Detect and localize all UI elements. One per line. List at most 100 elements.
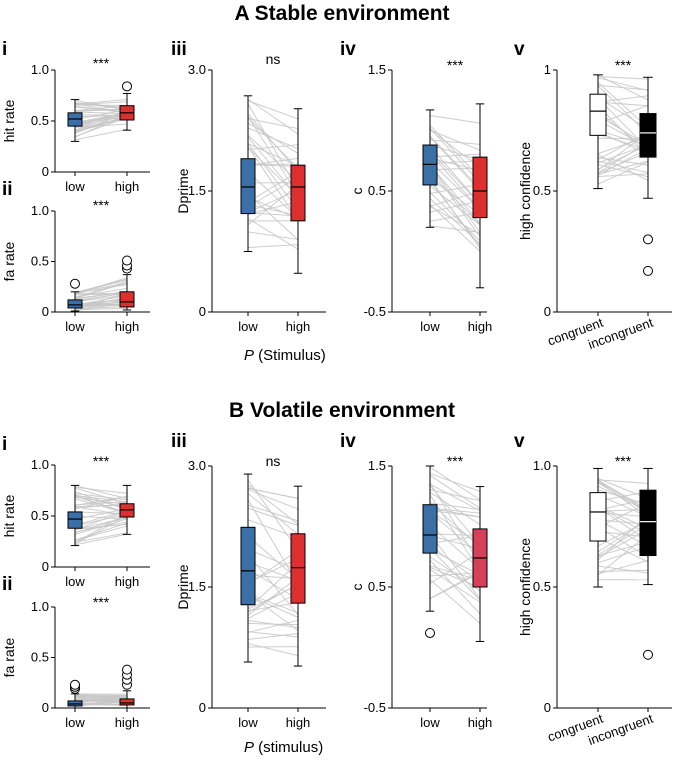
y-tick-label: 3.0 <box>188 62 206 77</box>
panels: i 0 0.5 1.0 hit rate low high *** ii 0 0.5 1.0 fa ra… <box>1 39 672 748</box>
subject-line <box>247 643 299 657</box>
y-tick-label: 1.0 <box>31 457 49 472</box>
subject-line <box>247 143 299 211</box>
subject-line <box>74 516 128 534</box>
subject-line <box>597 569 649 572</box>
box-congruent <box>589 467 607 588</box>
subject-line <box>429 570 481 599</box>
y-axis-label: high confidence <box>517 538 533 636</box>
subject-line <box>74 532 128 543</box>
panel-a-iv: iv -0.5 0.5 1.5 c low high *** <box>340 39 492 334</box>
outlier-point <box>643 649 653 660</box>
subject-line <box>429 190 481 207</box>
y-tick-label: 0.5 <box>31 254 49 269</box>
subject-line <box>74 99 128 111</box>
box-low <box>422 109 438 228</box>
box-low <box>240 473 256 663</box>
x-tick-label: high <box>286 319 311 334</box>
y-tick-label: 0.5 <box>31 113 49 128</box>
y-tick-label: 0.5 <box>533 183 551 198</box>
subject-line <box>597 161 649 185</box>
subject-line <box>429 177 481 215</box>
subject-line <box>74 533 128 546</box>
footer-italic: P <box>244 347 254 364</box>
subject-line <box>429 559 481 615</box>
subject-line <box>247 535 299 580</box>
subject-line <box>429 166 481 238</box>
subject-line <box>74 117 128 137</box>
subject-line <box>247 134 299 183</box>
footer-rest: (stimulus) <box>254 739 323 756</box>
box-incongruent <box>639 76 657 276</box>
y-tick-label: 1.5 <box>368 458 386 473</box>
subject-line <box>429 200 481 213</box>
subject-line <box>429 167 481 171</box>
subject-line <box>74 117 128 132</box>
subject-line <box>247 164 299 167</box>
subject-line <box>429 197 481 245</box>
subject-line <box>597 77 649 92</box>
box-iqr <box>119 698 135 706</box>
box-iqr <box>240 158 256 215</box>
y-tick-label: 0 <box>544 304 551 319</box>
subject-line <box>429 494 481 572</box>
panel-label: ii <box>2 179 13 200</box>
subject-line <box>429 473 481 492</box>
footer-rest: (Stimulus) <box>254 347 326 364</box>
subject-line <box>247 212 299 217</box>
x-tick-label: high <box>115 574 140 589</box>
subject-lines <box>74 485 128 546</box>
y-tick-label: 0 <box>42 164 49 179</box>
subject-lines <box>429 115 481 252</box>
panel-label: v <box>514 39 525 60</box>
box-iqr <box>290 533 306 604</box>
subject-line <box>74 495 128 514</box>
subject-line <box>74 105 128 113</box>
y-tick-label: 3.0 <box>188 458 206 473</box>
subject-line <box>74 510 128 531</box>
panel-b-iv: iv -0.5 0.5 1.5 c low high *** <box>340 431 492 730</box>
subject-line <box>74 486 128 494</box>
subject-line <box>429 482 481 566</box>
subject-line <box>247 144 299 151</box>
subject-line <box>247 171 299 203</box>
subject-line <box>247 493 299 535</box>
subject-line <box>247 189 299 213</box>
box-high <box>290 485 306 667</box>
significance-label: *** <box>615 453 632 469</box>
subject-line <box>429 507 481 514</box>
subject-line <box>74 518 128 535</box>
subject-line <box>74 283 128 295</box>
box-high <box>119 664 135 709</box>
subject-line <box>429 127 481 184</box>
subject-lines <box>247 479 299 657</box>
box-iqr <box>240 526 256 606</box>
section-b-xlabel: P (stimulus) <box>244 739 323 756</box>
subject-line <box>74 495 128 503</box>
box-iqr <box>119 291 135 308</box>
box-low <box>67 679 83 709</box>
y-tick-label: 0.5 <box>31 650 49 665</box>
subject-line <box>597 565 649 574</box>
significance-label: *** <box>93 594 110 610</box>
subject-line <box>74 116 128 124</box>
panel-label: iv <box>340 39 356 60</box>
subject-line <box>429 579 481 624</box>
y-tick-label: 1.0 <box>533 458 551 473</box>
box-iqr <box>639 113 657 158</box>
box-iqr <box>422 144 438 186</box>
box-high <box>472 103 488 289</box>
outlier-point <box>122 81 132 92</box>
subject-line <box>429 115 481 124</box>
subject-line <box>74 693 128 699</box>
subject-line <box>74 698 128 703</box>
x-tick-label: high <box>468 319 493 334</box>
box-high <box>119 255 135 311</box>
subject-line <box>247 100 299 120</box>
y-tick-label: 0 <box>199 304 206 319</box>
box-iqr <box>67 299 83 309</box>
y-tick-label: 0.5 <box>368 579 386 594</box>
subject-line <box>429 566 481 588</box>
